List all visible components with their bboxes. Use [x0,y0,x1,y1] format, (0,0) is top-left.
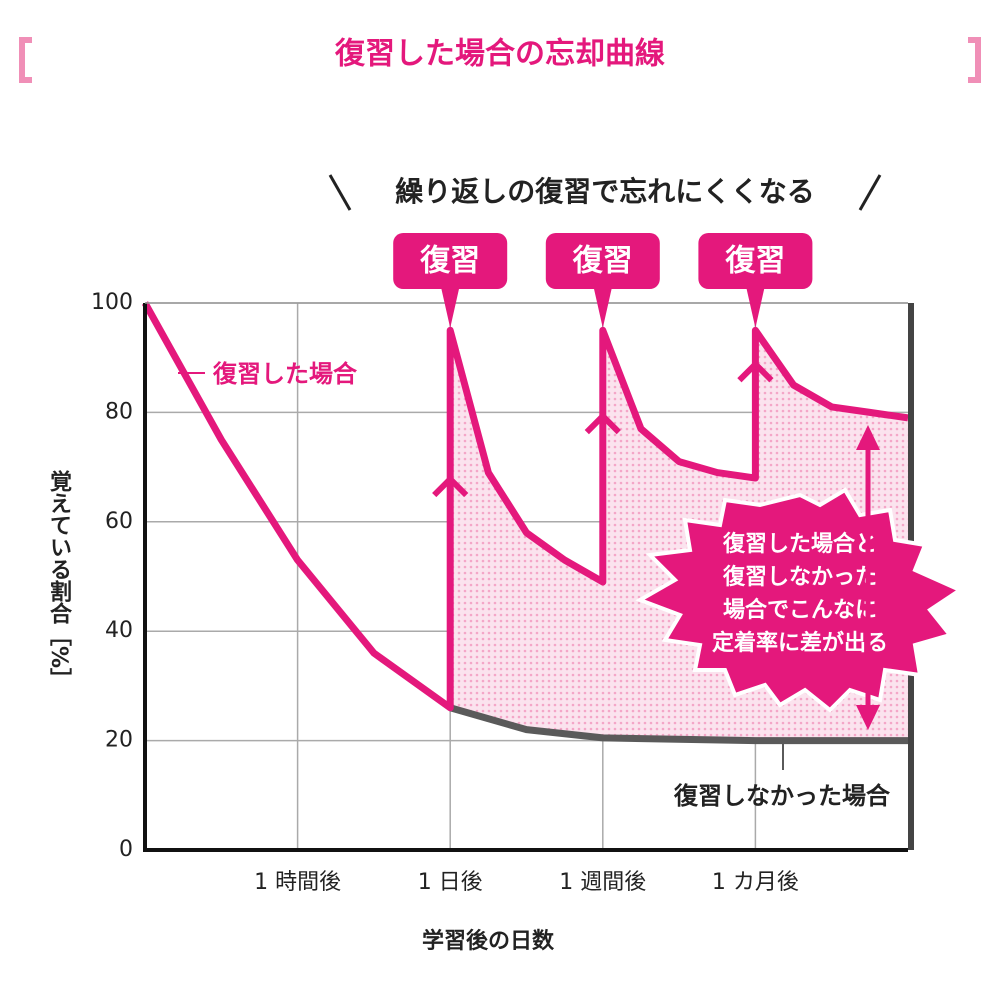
arrowhead [432,474,469,498]
series-label: 復習した場合 [212,360,358,388]
burst-text: 復習した場合と [722,531,877,557]
y-axis-label: 覚えている割合［%］ [46,469,72,690]
overlay: 復習した場合と 復習しなかった 場合でこんなに 定着率に差が出る [635,425,965,730]
x-tick-label: 1 週間後 [559,870,646,895]
arrowhead [584,411,621,435]
callout-text: 復習 [724,244,785,279]
difference-arrow [856,425,880,730]
y-tick-label: 80 [105,399,133,424]
burst [635,487,965,713]
callout-pointer [441,288,460,328]
callout-pointer [746,288,765,328]
burst-text: 復習しなかった [722,564,877,590]
chart-title: 復習した場合の忘却曲線 [334,37,665,72]
arrowhead [737,359,774,383]
x-tick-label: 1 時間後 [254,870,341,895]
callout-text: 復習 [572,244,633,279]
burst-text: 定着率に差が出る [712,630,888,656]
review-callout: 復習 [393,233,508,328]
deco-slash [328,174,352,211]
corner-brackets [19,37,981,83]
callout-text: 復習 [419,244,480,279]
y-tick-label: 40 [105,618,133,643]
y-tick-label: 100 [91,290,133,315]
callout-box [545,233,660,289]
y-tick-label: 0 [119,837,133,862]
x-axis-label: 学習後の日数 [422,928,555,954]
deco-slash [858,174,882,211]
review-callout: 復習 [698,233,813,328]
callout-box [698,233,813,289]
subtitle: 繰り返しの復習で忘れにくくなる [395,175,814,208]
x-tick-label: 1 日後 [418,870,483,895]
y-tick-label: 60 [105,509,133,534]
callout-pointer [593,288,612,328]
axis-frame [143,303,908,852]
x-tick-label: 1 カ月後 [712,870,799,895]
series-line [141,301,909,712]
series-label: 復習しなかった場合 [673,782,891,810]
series-line [449,704,908,745]
callout-box [393,233,508,289]
y-tick-label: 20 [105,728,133,753]
burst-text: 場合でこんなに [723,597,877,623]
review-callout: 復習 [545,233,660,328]
